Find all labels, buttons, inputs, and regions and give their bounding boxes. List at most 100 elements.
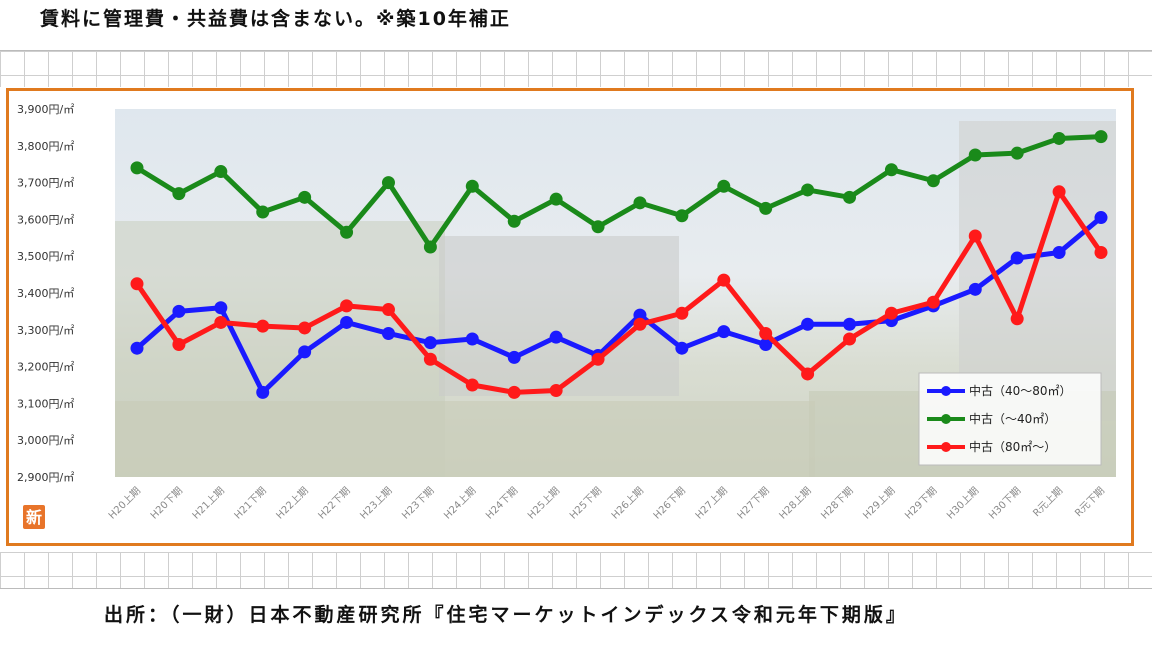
data-point [633, 317, 647, 331]
data-point [968, 282, 982, 296]
data-point [340, 299, 354, 313]
data-point [675, 341, 689, 355]
y-tick-label: 3,100円/㎡ [17, 397, 74, 410]
rent-trend-chart: 2,900円/㎡ 3,000円/㎡ 3,100円/㎡ 3,200円/㎡ 3,300円/㎡… [17, 103, 1116, 529]
data-point [1010, 251, 1024, 265]
data-point [214, 301, 228, 315]
data-point [843, 190, 857, 204]
x-tick-label: H25下期 [567, 485, 604, 522]
series-layer [130, 130, 1108, 399]
y-tick-label: 3,600円/㎡ [17, 213, 74, 226]
data-point [717, 273, 731, 287]
data-point [884, 306, 898, 320]
data-point [130, 277, 144, 291]
data-point [884, 163, 898, 177]
data-point [172, 187, 186, 201]
legend-swatch-marker [941, 414, 951, 424]
data-point [968, 229, 982, 243]
data-point [1010, 312, 1024, 326]
spreadsheet-grid-bottom [0, 552, 1152, 589]
data-point [465, 378, 479, 392]
x-tick-label: H26下期 [651, 485, 688, 522]
series-line [135, 134, 1102, 250]
x-tick-label: H21下期 [232, 485, 269, 522]
spreadsheet-grid-top [0, 50, 1152, 87]
data-point [465, 332, 479, 346]
x-tick-label: H24下期 [483, 485, 520, 522]
x-tick-label: H22下期 [316, 485, 353, 522]
data-point [423, 336, 437, 350]
data-point [1094, 211, 1108, 225]
legend-swatch-marker [941, 442, 951, 452]
data-point [759, 201, 773, 215]
x-tick-label: H29下期 [903, 485, 940, 522]
y-tick-label: 3,500円/㎡ [17, 250, 74, 263]
series-line [135, 215, 1103, 395]
data-point [256, 385, 270, 399]
x-tick-label: R元上期 [1031, 485, 1066, 520]
data-point [926, 295, 940, 309]
data-point [1052, 131, 1066, 145]
data-point [968, 148, 982, 162]
x-tick-label: H20上期 [106, 485, 143, 522]
x-tick-label: H21上期 [190, 485, 227, 522]
x-tick-label: H23下期 [400, 485, 437, 522]
x-tick-label: H30上期 [944, 485, 981, 522]
x-tick-label: R元下期 [1073, 485, 1108, 520]
data-point [717, 179, 731, 193]
data-point [172, 338, 186, 352]
data-point [298, 345, 312, 359]
y-tick-label: 3,000円/㎡ [17, 434, 74, 447]
source-note: 出所：（一財）日本不動産研究所『住宅マーケットインデックス令和元年下期版』 [104, 604, 908, 626]
data-point [423, 352, 437, 366]
x-tick-label: H26上期 [609, 485, 646, 522]
x-tick-label: H27上期 [693, 485, 730, 522]
y-tick-label: 3,300円/㎡ [17, 324, 74, 337]
series-1 [130, 130, 1108, 254]
legend-swatch-marker [941, 386, 951, 396]
data-point [256, 319, 270, 333]
new-badge-label: 新 [26, 508, 42, 527]
data-point [926, 174, 940, 188]
data-point [214, 165, 228, 179]
data-point [172, 304, 186, 318]
data-point [1010, 146, 1024, 160]
data-point [423, 240, 437, 254]
x-tick-label: H28上期 [777, 485, 814, 522]
series-2 [130, 185, 1108, 399]
data-point [549, 384, 563, 398]
x-tick-label: H29上期 [861, 485, 898, 522]
data-point [507, 385, 521, 399]
data-point [675, 306, 689, 320]
y-tick-label: 2,900円/㎡ [17, 471, 74, 484]
header-note: 賃料に管理費・共益費は含まない。※築10年補正 [40, 8, 511, 30]
data-point [1052, 246, 1066, 260]
data-point [1094, 130, 1108, 144]
y-tick-label: 3,800円/㎡ [17, 140, 74, 153]
data-point [675, 209, 689, 223]
data-point [801, 367, 815, 381]
data-point [381, 303, 395, 317]
data-point [340, 315, 354, 329]
x-tick-label: H25上期 [525, 485, 562, 522]
x-tick-label: H27下期 [735, 485, 772, 522]
data-point [843, 332, 857, 346]
data-point [381, 326, 395, 340]
data-point [130, 341, 144, 355]
data-point [1094, 246, 1108, 260]
chart-legend: 中古（40～80㎡） 中古（～40㎡） 中古（80㎡～） [918, 372, 1102, 466]
legend-label: 中古（40～80㎡） [969, 383, 1072, 398]
data-point [381, 176, 395, 190]
data-point [298, 190, 312, 204]
data-point [717, 325, 731, 339]
legend-label: 中古（～40㎡） [969, 411, 1056, 426]
y-tick-label: 3,900円/㎡ [17, 103, 74, 116]
x-tick-label: H20下期 [148, 485, 185, 522]
data-point [633, 196, 647, 210]
data-point [340, 225, 354, 239]
y-tick-label: 3,200円/㎡ [17, 361, 74, 374]
x-tick-label: H24上期 [441, 485, 478, 522]
new-badge: 新 [23, 505, 45, 529]
series-line [134, 189, 1104, 395]
data-point [465, 179, 479, 193]
